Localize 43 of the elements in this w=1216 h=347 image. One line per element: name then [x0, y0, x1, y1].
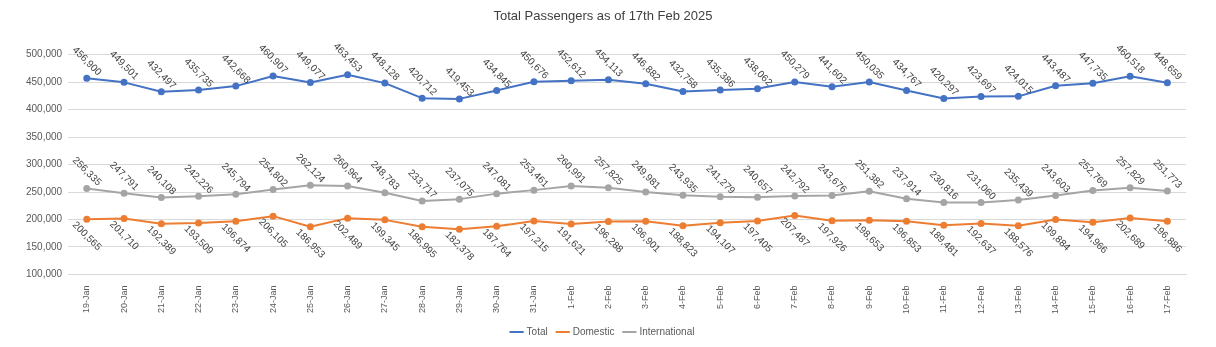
legend-label: Domestic: [572, 325, 615, 337]
x-tick-label: 24-Jan: [267, 285, 278, 314]
x-tick-label: 14-Feb: [1050, 285, 1061, 315]
y-tick-label: 200,000: [25, 213, 63, 225]
legend-label: International: [639, 325, 695, 337]
x-tick-label: 16-Feb: [1124, 285, 1135, 315]
x-tick-label: 20-Jan: [118, 285, 129, 314]
y-tick-label: 300,000: [25, 158, 63, 170]
x-tick-label: 26-Jan: [342, 285, 353, 314]
y-tick-label: 350,000: [25, 130, 63, 142]
x-tick-label: 30-Jan: [491, 285, 502, 314]
x-tick-label: 5-Feb: [714, 285, 725, 309]
chart-title: Total Passengers as of 17th Feb 2025: [493, 8, 713, 24]
y-tick-label: 450,000: [25, 75, 63, 87]
x-tick-label: 11-Feb: [938, 285, 949, 314]
x-tick-label: 23-Jan: [230, 285, 241, 314]
x-tick-label: 27-Jan: [379, 285, 390, 314]
x-tick-label: 8-Feb: [826, 285, 837, 309]
x-tick-label: 22-Jan: [193, 285, 204, 314]
x-tick-label: 21-Jan: [155, 285, 166, 314]
x-tick-label: 7-Feb: [789, 285, 800, 309]
x-tick-label: 15-Feb: [1087, 285, 1098, 315]
x-tick-label: 19-Jan: [81, 285, 92, 314]
x-tick-label: 13-Feb: [1012, 285, 1023, 315]
x-tick-label: 31-Jan: [528, 285, 539, 314]
y-tick-label: 250,000: [25, 185, 63, 197]
x-tick-label: 28-Jan: [416, 285, 427, 314]
x-tick-label: 2-Feb: [602, 285, 613, 309]
legend-label: Total: [526, 325, 548, 337]
x-tick-label: 29-Jan: [453, 285, 464, 314]
x-tick-label: 6-Feb: [751, 285, 762, 309]
x-tick-label: 4-Feb: [677, 285, 688, 309]
x-tick-label: 10-Feb: [901, 285, 912, 315]
y-tick-label: 500,000: [25, 48, 63, 60]
x-tick-label: 9-Feb: [863, 285, 874, 309]
x-tick-label: 1-Feb: [565, 285, 576, 309]
y-tick-label: 100,000: [25, 268, 63, 280]
x-tick-label: 17-Feb: [1161, 285, 1172, 315]
y-tick-label: 150,000: [25, 240, 63, 252]
x-tick-label: 25-Jan: [304, 285, 315, 314]
x-tick-label: 12-Feb: [975, 285, 986, 315]
y-tick-label: 400,000: [25, 103, 63, 115]
x-tick-label: 3-Feb: [640, 285, 651, 309]
